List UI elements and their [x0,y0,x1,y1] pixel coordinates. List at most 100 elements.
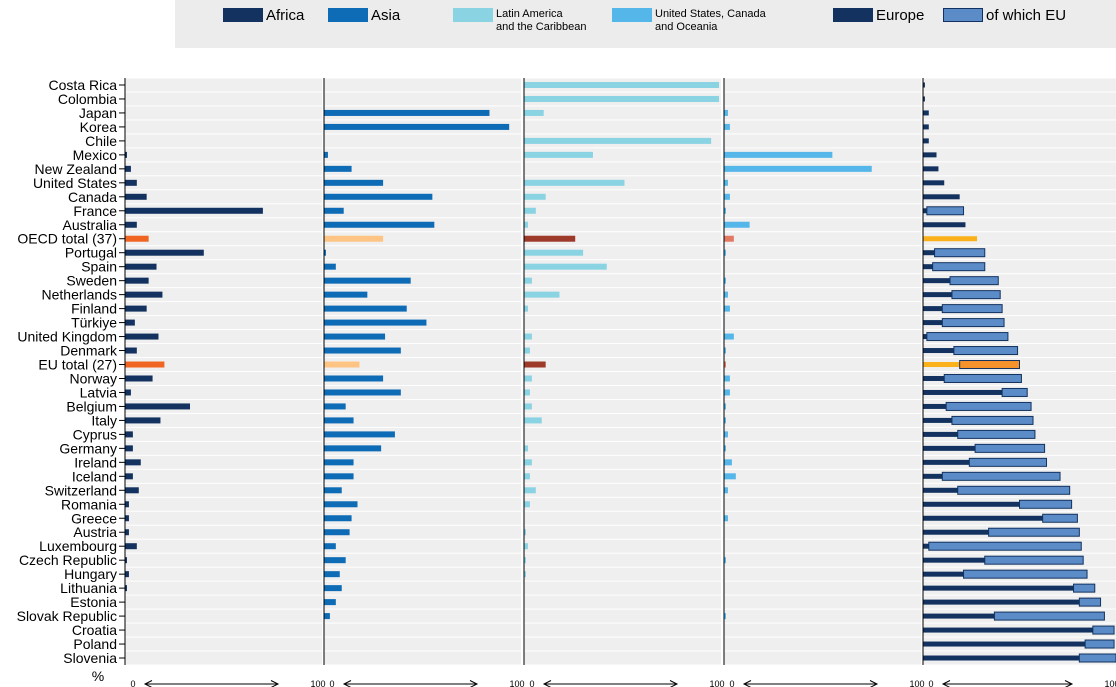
arrow-head-left [742,680,752,687]
grid-band [125,92,322,106]
grid-band [125,148,322,162]
grid-band [324,246,521,260]
category-label: Australia [63,217,118,233]
bar [524,277,532,284]
bar [923,627,1115,633]
bar [324,515,352,522]
grid-band [524,525,721,539]
bar [125,235,149,242]
bar [324,179,384,186]
grid-band [724,344,921,358]
bar [324,193,433,200]
grid-band [324,372,521,385]
arrow-head-left [941,680,951,687]
bar [724,403,726,410]
grid-band [524,316,721,330]
bar [923,585,1095,591]
grid-band [923,92,1116,106]
grid-band [524,162,721,176]
bar [941,471,1061,481]
bar [324,571,340,578]
category-label: Germany [59,440,117,456]
grid-band [524,553,721,567]
panel-background [125,78,322,665]
bar [1084,639,1115,649]
bar [724,305,730,312]
bar [125,277,149,284]
grid-band [324,162,521,176]
bar [1042,513,1078,523]
bar [324,165,352,172]
legend-swatch [833,8,873,22]
bar [1092,625,1115,635]
category-label: Canada [68,189,117,205]
grid-band [724,302,921,316]
grid-band [524,455,721,469]
bar [724,249,726,256]
bar [125,151,127,158]
grid-band [524,246,721,260]
grid-band [324,623,521,637]
bar [957,485,1071,495]
grid-band [125,162,322,176]
grid-band [524,581,721,595]
grid-band [324,441,521,455]
bar [324,585,342,592]
grid-band [125,344,322,358]
grid-band [923,176,1116,190]
bar [957,429,1036,439]
legend-item: Africa [223,8,304,24]
bar [125,179,137,186]
bar [951,415,1034,425]
bar [125,375,153,382]
grid-band [125,246,322,260]
grid-band [724,609,921,623]
bar [968,457,1048,467]
grid-band [923,106,1116,120]
legend: Africa Asia Latin America and the Caribbea… [175,0,1116,48]
grid-band [324,302,521,316]
legend-swatch [453,8,493,22]
bar [324,529,350,536]
grid-band [724,288,921,302]
grid-band [324,232,521,246]
bar [524,557,526,564]
bar [724,515,728,522]
bar [524,151,593,158]
grid-band [524,469,721,483]
bar [963,569,1088,579]
category-label: Denmark [60,343,118,359]
grid-band [324,567,521,581]
bar [724,123,730,130]
bar [524,221,528,228]
grid-band [524,511,721,525]
grid-band [524,330,721,344]
grid-band [524,595,721,609]
bar [724,487,728,494]
bar [125,305,147,312]
bar [125,431,133,438]
bar [524,305,528,312]
bar [324,123,510,130]
bar [524,529,526,536]
category-label: Austria [73,524,117,540]
grid-band [324,609,521,623]
bar [524,459,532,466]
bar [324,109,490,116]
grid-band [524,413,721,427]
grid-band [923,218,1116,232]
bar [324,249,326,256]
bar [724,333,734,340]
grid-band [125,497,322,511]
bar [724,613,726,620]
grid-band [524,190,721,204]
bar [953,346,1019,356]
bar [941,304,1003,314]
bar [324,543,336,550]
grid-band [324,92,521,106]
category-label: Ireland [74,454,117,470]
bar [125,501,129,508]
bar [524,543,528,550]
bar [125,515,129,522]
